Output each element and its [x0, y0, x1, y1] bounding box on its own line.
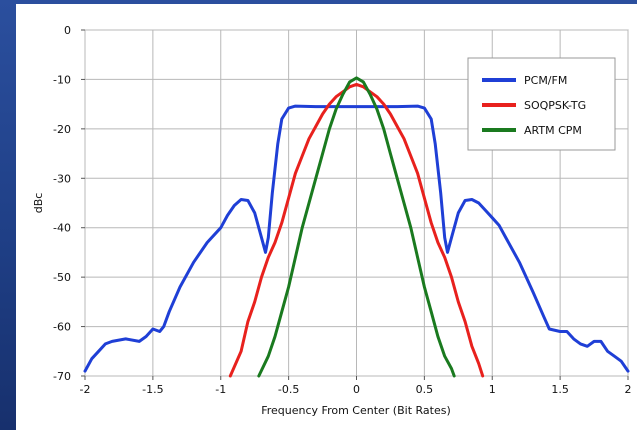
chart-panel: 0 -10 -20 -30 -40 -50 -60 -70 -2 -1.5 -1 -0.5 0 0.5 1… [16, 4, 637, 430]
y-axis-ticks: 0 -10 -20 -30 -40 -50 -60 -70 [53, 24, 85, 383]
x-tick-label: 2 [625, 383, 632, 396]
x-axis-label: Frequency From Center (Bit Rates) [261, 404, 451, 417]
x-axis-ticks: -2 -1.5 -1 -0.5 0 0.5 1 1.5 2 [80, 376, 632, 396]
series-line-soqpsk-tg [228, 82, 485, 378]
x-tick-label: -0.5 [278, 383, 299, 396]
y-tick-label: -40 [53, 222, 71, 235]
legend-label: SOQPSK-TG [524, 99, 586, 112]
y-tick-label: -70 [53, 370, 71, 383]
legend: PCM/FM SOQPSK-TG ARTM CPM [467, 57, 616, 151]
y-tick-label: 0 [64, 24, 71, 37]
y-axis-label: dBc [32, 193, 45, 214]
series-group [83, 76, 630, 378]
x-tick-label: 1.5 [551, 383, 569, 396]
x-tick-label: 0 [353, 383, 360, 396]
grid-lines [84, 29, 629, 377]
x-tick-label: -2 [80, 383, 91, 396]
line-chart: 0 -10 -20 -30 -40 -50 -60 -70 -2 -1.5 -1 -0.5 0 0.5 1… [32, 24, 632, 417]
legend-label: PCM/FM [524, 74, 567, 87]
legend-label: ARTM CPM [524, 124, 582, 137]
y-tick-label: -60 [53, 321, 71, 334]
series-line-artm-cpm [257, 76, 456, 378]
y-tick-label: -20 [53, 123, 71, 136]
x-tick-label: 0.5 [416, 383, 434, 396]
x-tick-label: -1 [215, 383, 226, 396]
y-tick-label: -50 [53, 271, 71, 284]
y-tick-label: -10 [53, 73, 71, 86]
y-tick-label: -30 [53, 172, 71, 185]
x-tick-label: -1.5 [142, 383, 163, 396]
x-tick-label: 1 [489, 383, 496, 396]
